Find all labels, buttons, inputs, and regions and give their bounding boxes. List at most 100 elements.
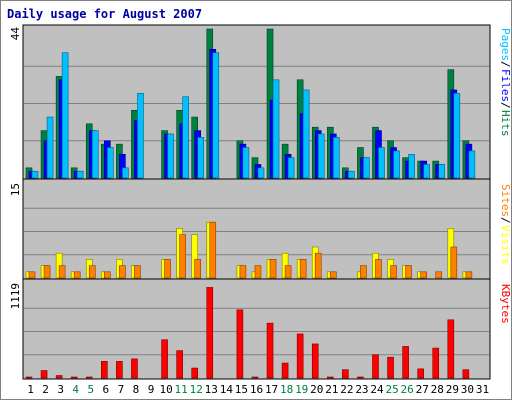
x-tick-label-day-21: 21	[325, 383, 338, 396]
bar-kbytes-day-11	[176, 350, 183, 379]
x-tick-label-day-23: 23	[355, 383, 368, 396]
y-max-label: 44	[9, 27, 22, 41]
bar-kbytes-day-3	[55, 375, 63, 379]
bar-pages-day-22	[348, 170, 355, 179]
bar-kbytes-day-25	[387, 356, 394, 379]
x-tick-label-day-29: 29	[446, 383, 459, 396]
x-tick-label-day-4: 4	[72, 383, 79, 396]
bar-sites-day-23	[360, 265, 367, 279]
bar-sites-day-15	[239, 265, 247, 279]
legend-files: Files	[499, 69, 511, 102]
bar-kbytes-day-2	[40, 370, 48, 379]
bar-pages-day-20	[317, 133, 325, 179]
bar-kbytes-day-21	[326, 376, 334, 379]
bar-sites-day-10	[164, 259, 171, 279]
legend-kbytes: KBytes	[499, 284, 511, 324]
legend-separator: /	[499, 217, 511, 224]
bar-pages-day-26	[408, 153, 415, 179]
bar-pages-day-24	[378, 147, 385, 179]
bar-pages-day-3	[61, 52, 69, 179]
x-tick-label-day-20: 20	[310, 383, 323, 396]
bar-kbytes-day-6	[101, 361, 108, 379]
bar-sites-day-11	[179, 234, 186, 279]
bar-pages-day-10	[167, 133, 174, 179]
bar-sites-day-28	[435, 271, 443, 279]
bar-pages-day-18	[287, 157, 295, 179]
bar-sites-day-5	[88, 265, 96, 279]
bar-kbytes-day-29	[447, 319, 455, 379]
bar-kbytes-day-23	[357, 376, 364, 379]
x-tick-label-day-30: 30	[461, 383, 474, 396]
bar-kbytes-day-27	[417, 368, 424, 379]
bar-sites-day-3	[58, 265, 66, 279]
bar-kbytes-day-17	[266, 322, 274, 379]
bar-kbytes-day-26	[402, 346, 409, 379]
x-tick-label-day-5: 5	[87, 383, 94, 396]
bar-kbytes-day-15	[236, 309, 244, 379]
x-tick-label-day-8: 8	[133, 383, 140, 396]
bar-pages-day-23	[363, 157, 370, 179]
x-tick-label-day-15: 15	[235, 383, 248, 396]
bar-kbytes-day-5	[85, 376, 93, 379]
bar-kbytes-day-20	[311, 343, 319, 379]
bar-sites-day-18	[284, 265, 292, 279]
x-tick-label-day-17: 17	[265, 383, 278, 396]
x-tick-label-day-6: 6	[103, 383, 110, 396]
bar-kbytes-day-8	[131, 358, 138, 379]
bar-sites-day-6	[104, 271, 111, 279]
bar-pages-day-30	[468, 150, 476, 179]
x-tick-label-day-28: 28	[431, 383, 444, 396]
x-tick-label-day-27: 27	[416, 383, 429, 396]
x-tick-label-day-11: 11	[175, 383, 188, 396]
legend-hits: Hits	[499, 110, 511, 137]
bar-kbytes-day-10	[161, 339, 168, 379]
x-tick-label-day-13: 13	[205, 383, 218, 396]
x-tick-label-day-16: 16	[250, 383, 263, 396]
x-tick-label-day-25: 25	[385, 383, 398, 396]
x-tick-label-day-22: 22	[340, 383, 353, 396]
bar-sites-day-17	[269, 259, 277, 279]
x-tick-label-day-31: 31	[476, 383, 489, 396]
x-tick-label-day-26: 26	[401, 383, 414, 396]
bar-pages-day-28	[438, 164, 446, 179]
bar-pages-day-1	[31, 170, 39, 179]
bar-sites-day-7	[119, 265, 126, 279]
bar-kbytes-day-16	[251, 376, 259, 379]
bar-pages-day-13	[212, 52, 220, 179]
bar-sites-day-29	[450, 246, 458, 279]
x-tick-label-day-3: 3	[57, 383, 64, 396]
bar-sites-day-2	[43, 265, 51, 279]
bar-kbytes-day-22	[342, 369, 349, 379]
x-tick-label-day-2: 2	[42, 383, 49, 396]
bar-sites-day-4	[73, 271, 81, 279]
bar-sites-day-1	[28, 271, 36, 279]
bar-pages-day-6	[107, 147, 114, 179]
bar-pages-day-12	[197, 137, 205, 179]
legend-visits: Visits	[499, 225, 511, 265]
chart-title: Daily usage for August 2007	[7, 7, 202, 21]
legend-sites: Sites	[499, 184, 511, 217]
bar-sites-day-25	[390, 265, 397, 279]
bar-kbytes-day-4	[70, 376, 78, 379]
legend-separator: /	[499, 102, 511, 109]
bar-pages-day-8	[137, 93, 144, 179]
x-tick-label-day-9: 9	[148, 383, 155, 396]
bar-pages-day-19	[302, 89, 310, 179]
x-tick-label-day-12: 12	[190, 383, 203, 396]
bar-sites-day-12	[194, 259, 202, 279]
bar-kbytes-day-12	[191, 367, 199, 379]
bar-pages-day-15	[242, 147, 250, 179]
bar-pages-day-21	[332, 137, 340, 179]
bar-sites-day-21	[329, 271, 337, 279]
legend-separator: /	[499, 61, 511, 68]
x-tick-label-day-14: 14	[220, 383, 234, 396]
bar-pages-day-16	[257, 167, 265, 179]
bar-pages-day-25	[393, 150, 400, 179]
legend-pages: Pages	[499, 28, 511, 61]
bar-kbytes-day-19	[296, 333, 304, 379]
bar-pages-day-4	[76, 170, 84, 179]
bar-pages-day-11	[182, 96, 189, 179]
x-tick-label-day-24: 24	[370, 383, 384, 396]
